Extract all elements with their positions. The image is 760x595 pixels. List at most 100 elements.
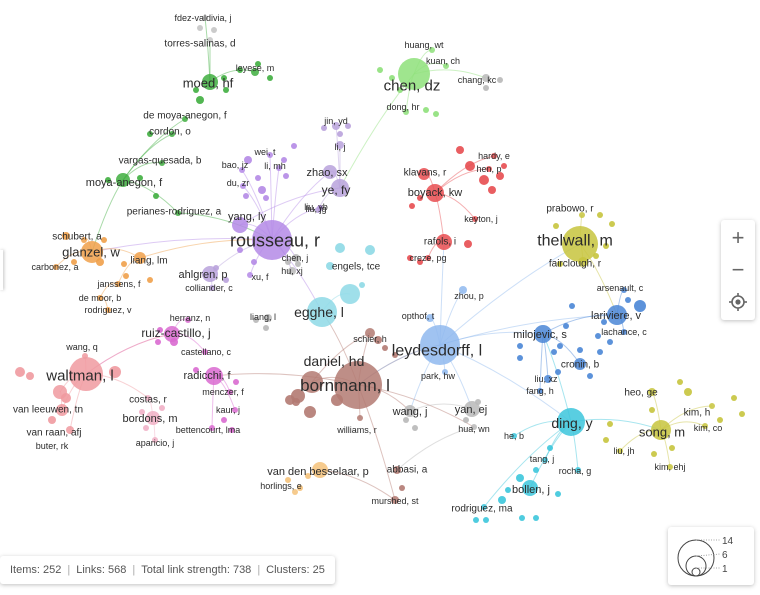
minor-node[interactable] — [625, 297, 631, 303]
author-node[interactable] — [436, 234, 452, 250]
author-label[interactable]: klavans, r — [404, 168, 447, 179]
author-label[interactable]: arsenault, c — [597, 283, 644, 293]
author-label[interactable]: bollen, j — [512, 484, 550, 496]
minor-node[interactable] — [147, 131, 153, 137]
author-node[interactable] — [202, 74, 218, 90]
author-label[interactable]: abbasi, a — [387, 465, 428, 476]
minor-node[interactable] — [251, 259, 257, 265]
author-label[interactable]: hua, wn — [458, 424, 490, 434]
author-node[interactable] — [482, 74, 490, 82]
author-label[interactable]: ding, y — [551, 415, 592, 431]
author-label[interactable]: prabowo, r — [546, 204, 594, 215]
minor-node[interactable] — [237, 67, 243, 73]
minor-node[interactable] — [374, 336, 382, 344]
minor-node[interactable] — [597, 212, 603, 218]
author-node[interactable] — [357, 415, 363, 421]
author-label[interactable]: menczer, f — [202, 387, 244, 397]
minor-node[interactable] — [291, 143, 297, 149]
author-label[interactable]: williams, r — [336, 425, 377, 435]
author-label[interactable]: horlings, e — [260, 481, 302, 491]
author-node[interactable] — [202, 266, 218, 282]
minor-node[interactable] — [304, 406, 316, 418]
minor-node[interactable] — [337, 131, 343, 137]
author-node[interactable] — [398, 58, 430, 90]
author-node[interactable] — [420, 325, 460, 365]
minor-node[interactable] — [587, 373, 593, 379]
minor-node[interactable] — [601, 319, 607, 325]
author-label[interactable]: thelwall, m — [537, 233, 613, 250]
minor-node[interactable] — [409, 203, 415, 209]
author-label[interactable]: liang, l — [250, 312, 276, 322]
author-label[interactable]: park, hw — [421, 371, 456, 381]
author-label[interactable]: rafols, i — [424, 237, 456, 248]
author-node[interactable] — [323, 165, 337, 179]
author-node[interactable] — [443, 63, 449, 69]
author-label[interactable]: li, j — [335, 142, 346, 152]
author-node[interactable] — [481, 504, 487, 510]
author-node[interactable] — [418, 168, 430, 180]
author-node[interactable] — [486, 166, 492, 172]
minor-node[interactable] — [634, 300, 646, 312]
author-node[interactable] — [251, 68, 259, 76]
author-node[interactable] — [491, 153, 497, 159]
author-node[interactable] — [202, 349, 208, 355]
minor-node[interactable] — [237, 247, 243, 253]
minor-node[interactable] — [109, 366, 121, 378]
author-label[interactable]: lachance, c — [601, 327, 647, 337]
author-label[interactable]: bettencourt, lma — [176, 425, 241, 435]
minor-node[interactable] — [649, 407, 655, 413]
author-node[interactable] — [340, 284, 360, 304]
minor-node[interactable] — [517, 355, 523, 361]
author-node[interactable] — [115, 281, 121, 287]
author-label[interactable]: castellano, c — [181, 347, 232, 357]
author-node[interactable] — [232, 217, 248, 233]
reset-view-button[interactable] — [721, 286, 755, 318]
minor-node[interactable] — [223, 277, 229, 283]
minor-node[interactable] — [403, 417, 409, 423]
author-node[interactable] — [276, 165, 282, 171]
minor-node[interactable] — [263, 195, 269, 201]
minor-node[interactable] — [223, 87, 229, 93]
minor-node[interactable] — [553, 223, 559, 229]
author-node[interactable] — [232, 407, 238, 413]
author-label[interactable]: hu, xj — [281, 266, 303, 276]
minor-node[interactable] — [603, 243, 609, 249]
minor-node[interactable] — [137, 175, 143, 181]
author-node[interactable] — [426, 184, 444, 202]
minor-node[interactable] — [557, 343, 563, 349]
minor-node[interactable] — [739, 411, 745, 417]
minor-node[interactable] — [609, 221, 615, 227]
minor-node[interactable] — [26, 372, 34, 380]
author-label[interactable]: liu, xz — [534, 374, 558, 384]
author-label[interactable]: liu, yb — [304, 202, 328, 212]
author-label[interactable]: jin, yd — [323, 116, 348, 126]
author-node[interactable] — [56, 404, 68, 416]
author-node[interactable] — [81, 237, 87, 243]
author-label[interactable]: van raan, afj — [26, 428, 81, 439]
author-label[interactable]: kim, h — [684, 408, 711, 419]
minor-node[interactable] — [505, 487, 511, 493]
author-node[interactable] — [511, 433, 517, 439]
minor-node[interactable] — [557, 261, 563, 267]
author-node[interactable] — [667, 464, 673, 470]
author-label[interactable]: herranz, n — [170, 313, 211, 323]
author-node[interactable] — [557, 408, 585, 436]
author-label[interactable]: glanzel, w — [62, 245, 120, 260]
author-label[interactable]: fdez-valdivia, j — [174, 13, 231, 23]
minor-node[interactable] — [517, 343, 523, 349]
minor-node[interactable] — [365, 245, 375, 255]
author-label[interactable]: engels, tce — [332, 262, 381, 273]
author-label[interactable]: liu, jg — [305, 204, 326, 214]
minor-node[interactable] — [569, 303, 575, 309]
author-node[interactable] — [97, 295, 103, 301]
author-label[interactable]: boyack, kw — [408, 187, 462, 199]
minor-node[interactable] — [267, 75, 273, 81]
author-label[interactable]: leydesdorff, l — [392, 343, 482, 360]
minor-node[interactable] — [717, 417, 723, 423]
minor-node[interactable] — [519, 515, 525, 521]
zoom-out-button[interactable]: − — [721, 254, 755, 286]
author-label[interactable]: waltman, l — [45, 367, 114, 384]
author-node[interactable] — [471, 424, 477, 430]
minor-node[interactable] — [555, 491, 561, 497]
